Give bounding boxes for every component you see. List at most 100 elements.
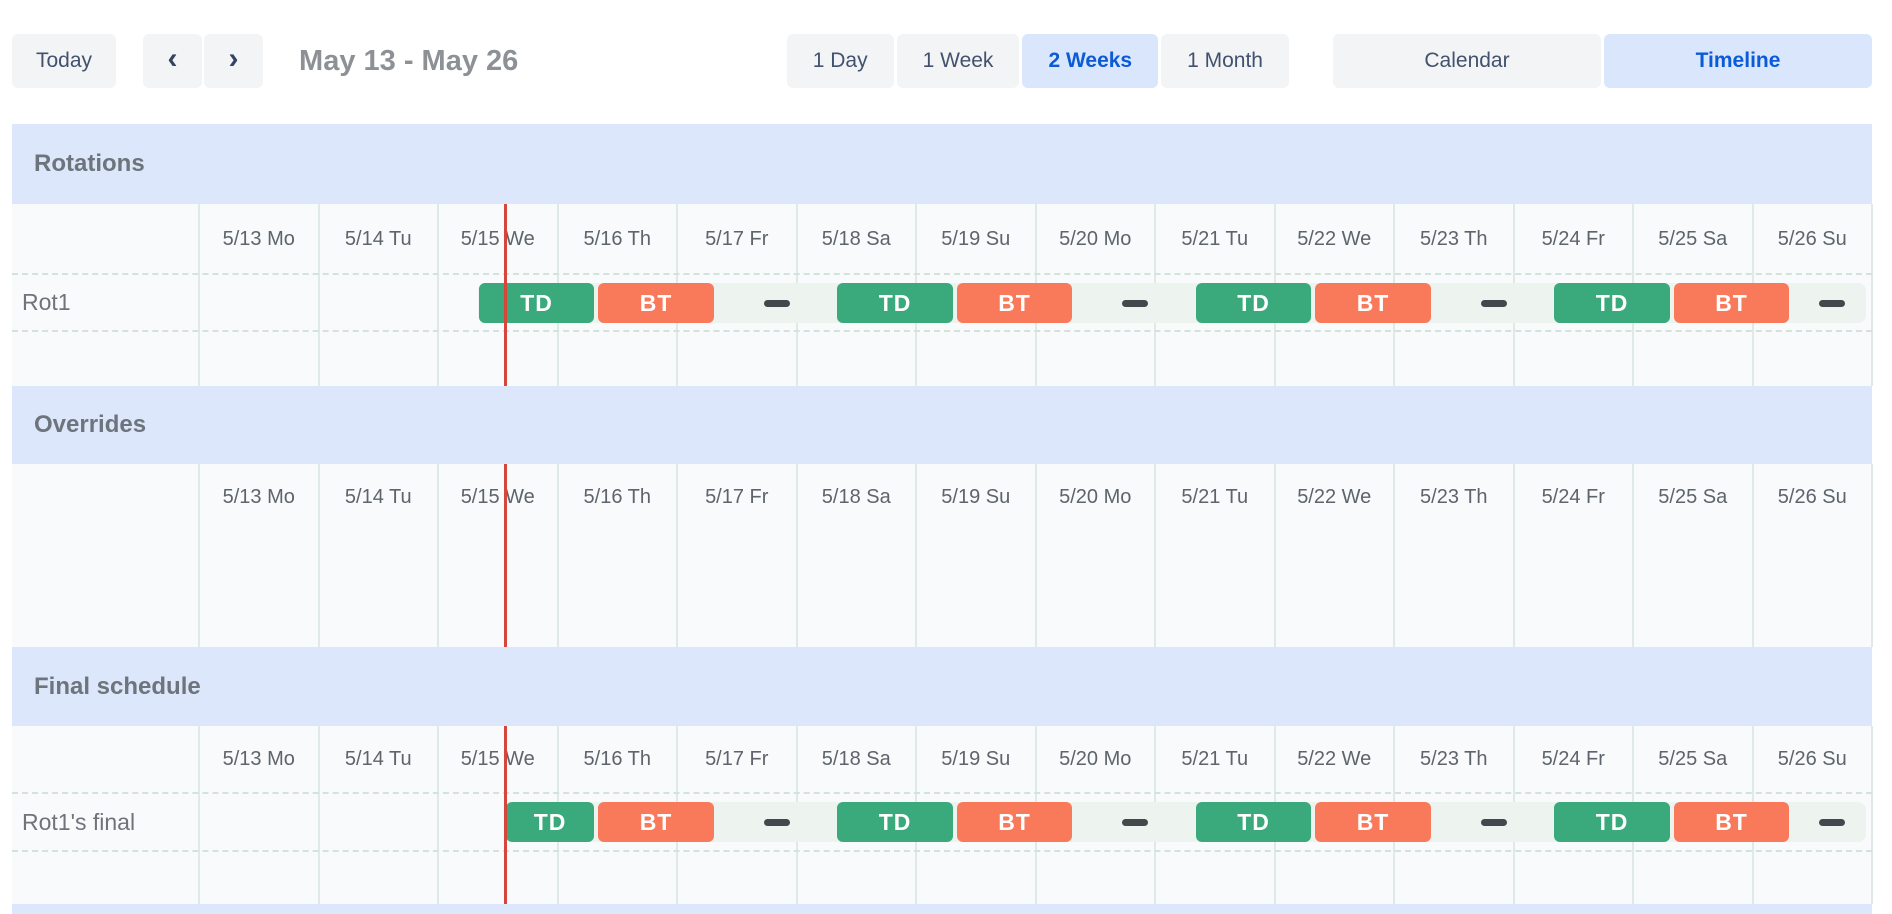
section-header-rotations: Rotations [12,124,1872,204]
shift-bar-td[interactable]: TD [478,283,595,323]
shift-bar-bt[interactable]: BT [1673,802,1790,842]
section-body-rotations: 5/13 Mo 5/14 Tu 5/15 We 5/16 Th 5/17 Fr 5/18 … [12,204,1873,386]
day-header-cell: 5/16 Th [583,486,651,508]
day-header-cell: 5/20 Mo [1059,227,1132,250]
day-header-cell: 5/23 Th [1420,486,1488,508]
row-divider [12,273,1872,275]
day-header-cell: 5/14 Tu [344,748,412,770]
column-separator [437,726,439,904]
range-option-1-month[interactable]: 1 Month [1161,34,1289,88]
day-header-cell: 5/23 Th [1420,748,1488,770]
day-header-cell: 5/22 We [1297,486,1372,508]
range-selector: 1 Day 1 Week 2 Weeks 1 Month [786,34,1289,88]
column-separator [1751,464,1754,647]
shift-bar-td[interactable]: TD [1195,802,1312,842]
day-header-cell: 5/19 Su [941,748,1011,770]
shift-bar-bt[interactable]: BT [1315,283,1431,323]
gap-dash [763,818,790,826]
shift-bar-bt[interactable]: BT [598,802,714,842]
row-label: Rot1's final [22,808,136,835]
chevron-right-icon[interactable]: › [204,34,264,88]
gap-dash [1819,818,1846,826]
day-header-cell: 5/17 Fr [705,486,769,508]
next-section-header-partial [12,904,1872,914]
date-range-title: May 13 - May 26 [299,44,519,77]
shift-bar-bt[interactable]: BT [598,283,714,323]
view-option-calendar[interactable]: Calendar [1333,34,1601,88]
section-header-overrides: Overrides [12,386,1872,464]
day-header-cell: 5/26 Su [1777,486,1847,508]
view-option-timeline[interactable]: Timeline [1604,34,1872,88]
column-separator [915,464,917,647]
day-header-cell: 5/23 Th [1420,227,1488,250]
row-divider [12,850,1872,852]
shift-bar-td[interactable]: TD [837,283,953,323]
day-header-cell: 5/18 Sa [821,486,891,508]
shift-bar-td[interactable]: TD [1554,283,1670,323]
schedule-row: Rot1's final TD BT TD BT TD BT TD BT [12,792,1872,852]
day-header-cell: 5/18 Sa [821,227,891,250]
day-header-cell: 5/22 We [1297,748,1372,770]
day-header-cell: 5/24 Fr [1541,486,1605,508]
range-option-1-day[interactable]: 1 Day [786,34,894,88]
day-header-cell: 5/26 Su [1777,748,1847,770]
day-header-cell: 5/17 Fr [705,227,769,250]
column-separator [556,464,559,647]
section-header-final: Final schedule [12,647,1872,726]
day-header-cell: 5/20 Mo [1059,486,1132,508]
gap-dash [1122,299,1149,307]
range-option-1-week[interactable]: 1 Week [896,34,1020,88]
shift-bar-td[interactable]: TD [1554,802,1670,842]
day-header-cell: 5/21 Tu [1181,748,1249,770]
day-header-cell: 5/16 Th [583,748,651,770]
now-indicator [503,204,507,386]
day-header-cell: 5/19 Su [941,486,1011,508]
row-divider [12,330,1872,332]
column-separator [437,464,439,647]
shift-bar-bt[interactable]: BT [956,283,1073,323]
today-button[interactable]: Today [12,34,117,88]
shift-bar-td[interactable]: TD [837,802,953,842]
shift-bar-td[interactable]: TD [1195,283,1312,323]
view-selector: Calendar Timeline [1333,34,1872,88]
column-separator [1512,464,1515,647]
column-separator [1034,464,1037,647]
range-option-2-weeks[interactable]: 2 Weeks [1022,34,1159,88]
day-header-cell: 5/26 Su [1777,227,1847,250]
chevron-left-icon[interactable]: ‹ [143,34,203,88]
column-separator [198,726,200,904]
column-separator [317,464,320,647]
row-divider [12,792,1872,794]
shift-bar-bt[interactable]: BT [1315,802,1431,842]
column-separator [198,204,200,386]
column-separator [1871,204,1873,386]
shift-bar-td[interactable]: TD [505,802,595,842]
day-header-cell: 5/25 Sa [1658,748,1728,770]
shift-bar-bt[interactable]: BT [1673,283,1790,323]
column-separator [1632,464,1634,647]
column-separator [437,204,439,386]
day-header-cell: 5/24 Fr [1541,748,1605,770]
day-header-cell: 5/21 Tu [1181,227,1249,250]
gap-dash [763,299,790,307]
day-header-cell: 5/24 Fr [1541,227,1605,250]
day-header-cell: 5/20 Mo [1059,748,1132,770]
toolbar: Today ‹ › May 13 - May 26 1 Day 1 Week 2 W… [12,34,1872,88]
day-header-cell: 5/15 We [460,748,535,770]
day-header-cell: 5/14 Tu [344,227,412,250]
row-label: Rot1 [22,289,71,315]
day-header-cell: 5/13 Mo [222,227,295,250]
now-indicator [503,726,507,904]
column-separator [1871,464,1873,647]
shift-bar-bt[interactable]: BT [956,802,1073,842]
day-header-cell: 5/17 Fr [705,748,769,770]
column-separator [317,726,320,904]
column-separator [317,204,320,386]
gap-dash [1819,299,1846,307]
timeline: Rotations 5/13 Mo 5/14 Tu 5/15 We 5/16 Th 5/1… [12,124,1873,914]
column-separator [676,464,678,647]
column-separator [1273,464,1276,647]
schedule-row: Rot1 TD BT TD BT TD BT TD BT [12,273,1872,332]
gap-dash [1480,299,1507,307]
